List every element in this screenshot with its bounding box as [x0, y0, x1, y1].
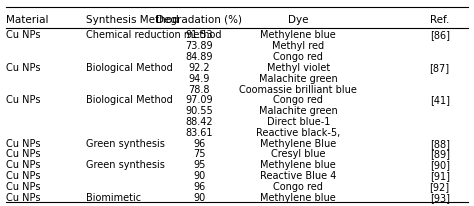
- Text: Synthesis Method: Synthesis Method: [86, 15, 179, 25]
- Text: Cu NPs: Cu NPs: [6, 63, 41, 73]
- Text: Methyl violet: Methyl violet: [267, 63, 330, 73]
- Text: Biological Method: Biological Method: [86, 63, 173, 73]
- Text: 73.89: 73.89: [185, 41, 213, 51]
- Text: Congo red: Congo red: [273, 95, 323, 105]
- Text: 91.53: 91.53: [185, 30, 213, 40]
- Text: Methylene blue: Methylene blue: [260, 160, 336, 170]
- Text: Methylene blue: Methylene blue: [260, 30, 336, 40]
- Text: Material: Material: [6, 15, 49, 25]
- Text: Reactive Blue 4: Reactive Blue 4: [260, 171, 337, 181]
- Text: [88]: [88]: [429, 139, 450, 149]
- Text: Cu NPs: Cu NPs: [6, 30, 41, 40]
- Text: Cu NPs: Cu NPs: [6, 171, 41, 181]
- Text: Cu NPs: Cu NPs: [6, 160, 41, 170]
- Text: Cu NPs: Cu NPs: [6, 139, 41, 149]
- Text: Biological Method: Biological Method: [86, 95, 173, 105]
- Text: Green synthesis: Green synthesis: [86, 139, 165, 149]
- Text: 83.61: 83.61: [185, 128, 213, 138]
- Text: 92.2: 92.2: [189, 63, 210, 73]
- Text: [87]: [87]: [429, 63, 450, 73]
- Text: 96: 96: [193, 139, 205, 149]
- Text: Chemical reduction method: Chemical reduction method: [86, 30, 222, 40]
- Text: [91]: [91]: [429, 171, 450, 181]
- Text: [93]: [93]: [429, 193, 450, 203]
- Text: Reactive black-5,: Reactive black-5,: [256, 128, 340, 138]
- Text: 88.42: 88.42: [185, 117, 213, 127]
- Text: 90.55: 90.55: [185, 106, 213, 116]
- Text: Methylene Blue: Methylene Blue: [260, 139, 337, 149]
- Text: Malachite green: Malachite green: [259, 74, 337, 84]
- Text: 95: 95: [193, 160, 206, 170]
- Text: 78.8: 78.8: [189, 84, 210, 95]
- Text: [89]: [89]: [429, 150, 450, 159]
- Text: 96: 96: [193, 182, 205, 192]
- Text: Degradation (%): Degradation (%): [156, 15, 242, 25]
- Text: [86]: [86]: [429, 30, 450, 40]
- Text: Dye: Dye: [288, 15, 309, 25]
- Text: Cu NPs: Cu NPs: [6, 193, 41, 203]
- Text: Malachite green: Malachite green: [259, 106, 337, 116]
- Text: Coomassie brilliant blue: Coomassie brilliant blue: [239, 84, 357, 95]
- Text: 84.89: 84.89: [185, 52, 213, 62]
- Text: Ref.: Ref.: [430, 15, 449, 25]
- Text: Direct blue-1: Direct blue-1: [266, 117, 330, 127]
- Text: Methyl red: Methyl red: [272, 41, 324, 51]
- Text: Congo red: Congo red: [273, 52, 323, 62]
- Text: Cu NPs: Cu NPs: [6, 150, 41, 159]
- Text: [92]: [92]: [429, 182, 450, 192]
- Text: Cresyl blue: Cresyl blue: [271, 150, 326, 159]
- Text: Methylene blue: Methylene blue: [260, 193, 336, 203]
- Text: Biomimetic: Biomimetic: [86, 193, 141, 203]
- Text: 94.9: 94.9: [189, 74, 210, 84]
- Text: Congo red: Congo red: [273, 182, 323, 192]
- Text: 90: 90: [193, 193, 205, 203]
- Text: [90]: [90]: [429, 160, 450, 170]
- Text: Cu NPs: Cu NPs: [6, 95, 41, 105]
- Text: [41]: [41]: [429, 95, 450, 105]
- Text: 90: 90: [193, 171, 205, 181]
- Text: 97.09: 97.09: [185, 95, 213, 105]
- Text: Cu NPs: Cu NPs: [6, 182, 41, 192]
- Text: Green synthesis: Green synthesis: [86, 160, 165, 170]
- Text: 75: 75: [193, 150, 206, 159]
